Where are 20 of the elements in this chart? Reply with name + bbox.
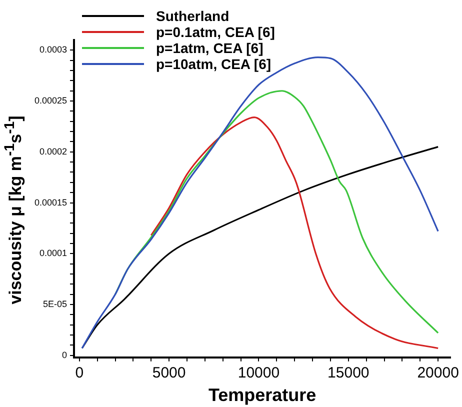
line-series [81,146,439,350]
line-series [150,116,439,350]
x-tick-label: 0 [75,364,84,382]
x-tick-label: 20000 [417,364,459,382]
x-tick-label: 5000 [152,364,186,382]
line-series [81,56,439,350]
legend-label: p=1atm, CEA [6] [156,40,264,56]
y-tick-label: 0.0002 [39,146,67,156]
x-tick-label: 10000 [238,364,280,382]
y-tick-label: 0.00025 [34,96,67,106]
y-tick-label: 5E-05 [42,298,67,309]
legend-label: p=0.1atm, CEA [6] [156,24,275,40]
x-tick-label: 15000 [328,364,370,382]
x-axis-title: Temperature [208,385,316,406]
legend-label: p=10atm, CEA [6] [156,56,272,72]
y-tick-label: 0 [62,350,67,360]
y-tick-label: 0.0001 [39,248,67,258]
legend-label: Sutherland [156,8,230,24]
y-tick-label: 0.0003 [39,44,67,55]
y-tick-label: 0.00015 [34,197,67,208]
